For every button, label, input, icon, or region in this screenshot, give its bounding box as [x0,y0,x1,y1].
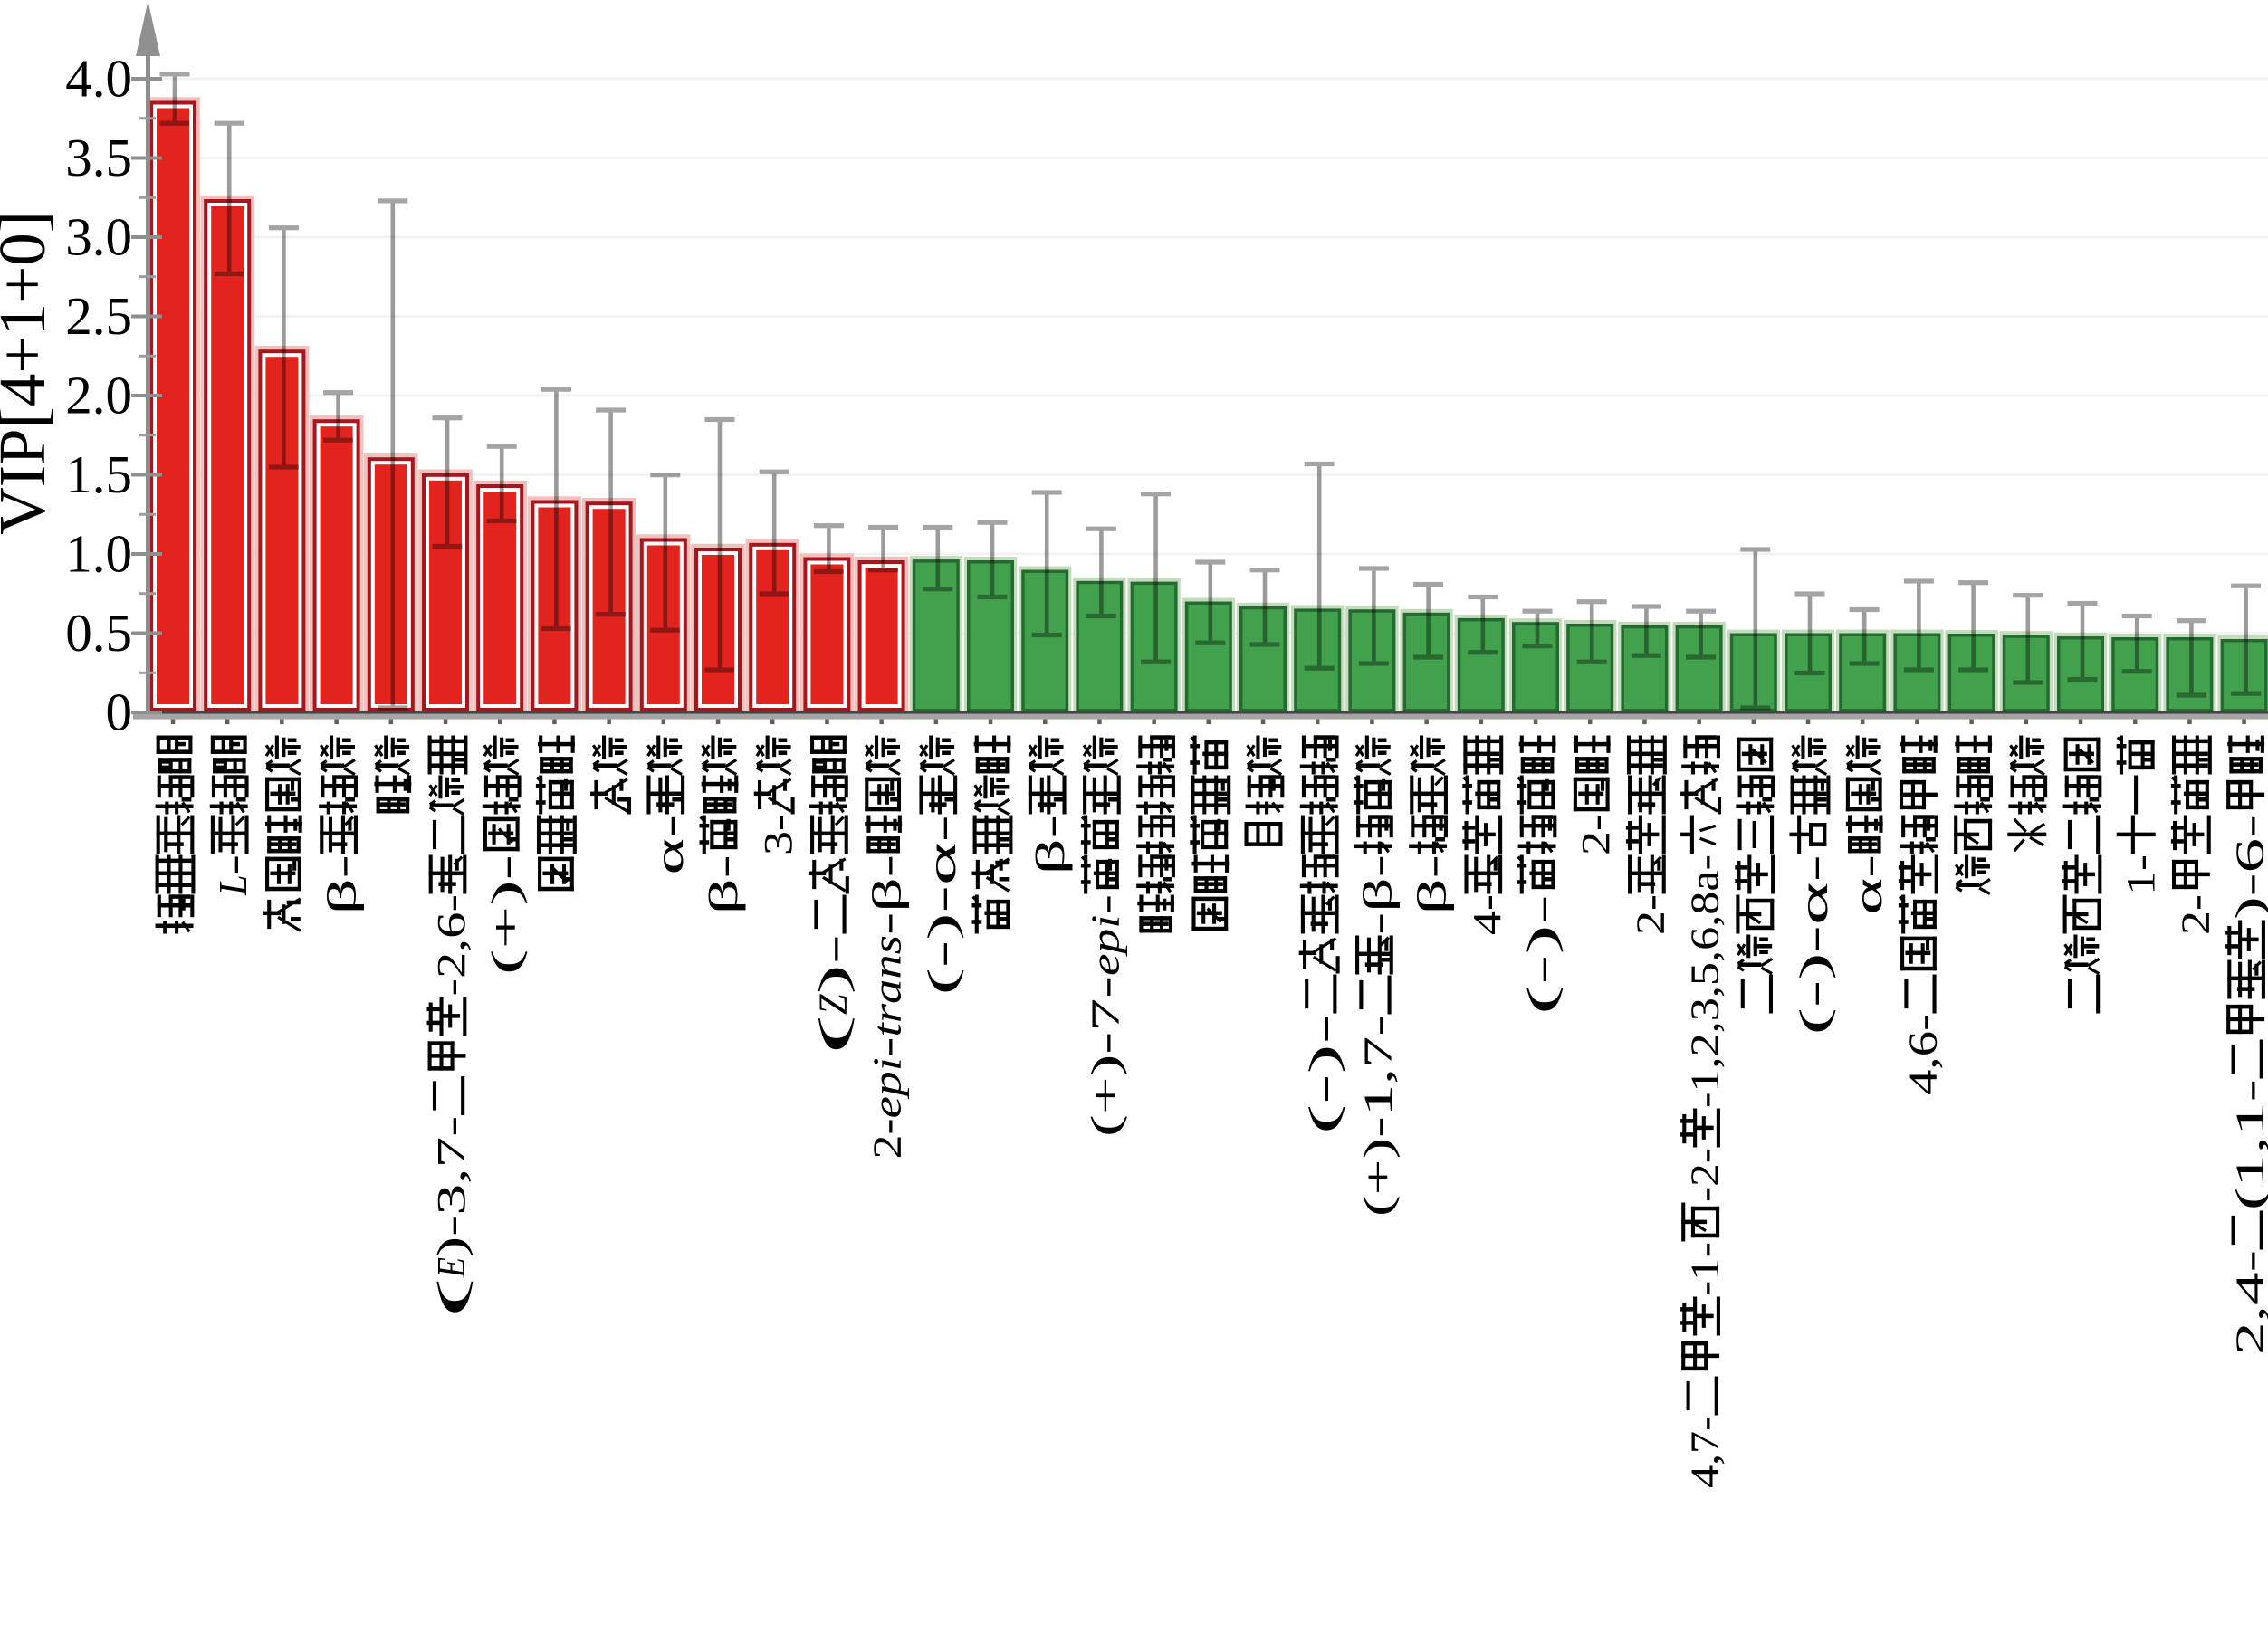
svg-text:0.5: 0.5 [65,603,132,663]
svg-text:trans: trans [866,935,910,1037]
svg-text:(+)-1,7-: (+)-1,7- [1355,1015,1400,1217]
svg-text:1.0: 1.0 [65,524,132,584]
svg-text:Z: Z [810,994,855,1015]
svg-text:α-: α- [647,815,692,875]
svg-text:-β-: -β- [866,854,910,935]
svg-text:-1-: -1- [1683,1242,1727,1296]
svg-text:3.5: 3.5 [65,128,132,187]
svg-text:epi: epi [866,1057,910,1119]
svg-text:)-: )- [810,934,855,995]
svg-text:β-: β- [1029,815,1073,875]
svg-text:β-: β- [702,854,746,915]
svg-text:-: - [211,854,255,875]
svg-text:(-)-α-: (-)-α- [1792,854,1836,1036]
svg-text:0: 0 [106,683,133,742]
svg-text:-2,6-: -2,6- [429,894,474,997]
svg-text:2-: 2- [1628,894,1672,935]
svg-text:α-: α- [1846,854,1890,915]
svg-text:3-: 3- [756,815,800,855]
svg-text:E: E [429,1257,474,1278]
svg-text:)-3,7-: )-3,7- [429,1116,474,1258]
svg-text:4-: 4- [1465,894,1509,935]
svg-text:-1,2,3,5,6,8a-: -1,2,3,5,6,8a- [1683,854,1727,1108]
svg-text:(1,1-: (1,1- [2228,1079,2268,1210]
svg-text:1.5: 1.5 [65,444,132,504]
svg-text:(: ( [429,1278,474,1318]
svg-text:2,4-: 2,4- [2228,1250,2268,1355]
svg-text:)-6-: )-6- [2228,815,2268,920]
svg-text:2.0: 2.0 [65,366,132,425]
svg-text:2-: 2- [2173,894,2217,935]
svg-text:4,7-: 4,7- [1683,1416,1727,1488]
svg-text:epi: epi [1083,915,1127,977]
svg-text:(-)-: (-)- [1301,1014,1345,1134]
svg-text:4,6-: 4,6- [1900,1014,1945,1095]
svg-text:L: L [211,875,255,896]
svg-text:(: ( [810,1015,855,1055]
svg-text:(-)-α-: (-)-α- [920,815,964,996]
svg-text:2-: 2- [866,1119,910,1160]
svg-text:2-: 2- [1574,815,1618,855]
svg-text:4.0: 4.0 [65,49,132,109]
svg-text:(+)-: (+)- [483,854,528,975]
svg-text:-: - [866,1037,910,1058]
svg-text:(-)-: (-)- [1519,894,1564,1015]
svg-text:-2-: -2- [1683,1148,1727,1202]
svg-text:3.0: 3.0 [65,207,132,267]
svg-text:1-: 1- [2119,854,2163,895]
svg-text:VIP[4+1+0]: VIP[4+1+0] [0,211,59,535]
svg-text:2.5: 2.5 [65,286,132,346]
svg-text:-: - [1083,894,1127,915]
svg-text:-β-: -β- [1355,854,1400,935]
svg-text:(+)-7-: (+)-7- [1083,976,1127,1137]
svg-text:β-: β- [321,854,365,915]
svg-text:β-: β- [1411,854,1455,915]
